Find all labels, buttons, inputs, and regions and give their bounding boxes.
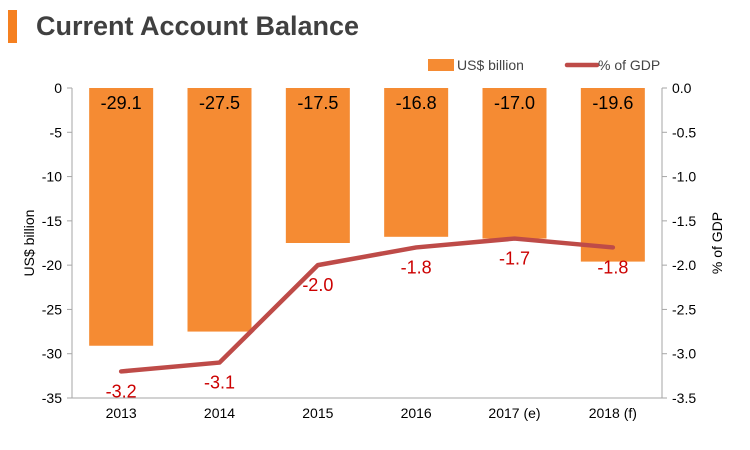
line-point: [120, 370, 122, 372]
line-data-label: -1.8: [597, 257, 628, 277]
y2-tick-label: -0.5: [672, 124, 696, 140]
y-tick-label: -20: [42, 257, 62, 273]
y-tick-label: -15: [42, 213, 62, 229]
legend: US$ billion % of GDP: [428, 57, 660, 73]
x-tick-label: 2015: [302, 405, 333, 421]
line-point: [612, 246, 614, 248]
y2-tick-label: 0.0: [672, 80, 692, 96]
y2-tick-label: -2.0: [672, 257, 696, 273]
x-tick-label: 2013: [106, 405, 137, 421]
line-data-label: -3.1: [204, 373, 235, 393]
bar: [482, 88, 547, 239]
bar: [89, 88, 154, 346]
line-data-label: -1.8: [401, 257, 432, 277]
line-point: [415, 246, 417, 248]
bar-data-label: -19.6: [592, 93, 633, 113]
y2-tick-label: -3.0: [672, 346, 696, 362]
line-point: [219, 362, 220, 364]
bar-series: [89, 88, 645, 346]
y-tick-label: -5: [50, 124, 63, 140]
bar-data-label: -29.1: [101, 93, 142, 113]
x-tick-label: 2016: [401, 405, 432, 421]
bar-data-label: -17.0: [494, 93, 535, 113]
legend-label-line: % of GDP: [598, 57, 660, 73]
y-tick-label: 0: [54, 80, 62, 96]
bar-data-label: -27.5: [199, 93, 240, 113]
legend-label-bar: US$ billion: [457, 57, 524, 73]
y-tick-label: -30: [42, 346, 62, 362]
axes: 0 -5 -10 -15 -20 -25 -30 -35 0.0 -0.5 -1.0 -1.5 -2.0…: [21, 80, 725, 421]
line-point: [514, 238, 515, 240]
y2-tick-label: -2.5: [672, 301, 696, 317]
y-tick-label: -25: [42, 301, 62, 317]
x-tick-label: 2014: [204, 405, 235, 421]
line-data-label: -3.2: [106, 381, 137, 401]
gdp-line: [118, 236, 616, 374]
y-axis-title: US$ billion: [21, 210, 37, 277]
y2-tick-label: -1.5: [672, 213, 696, 229]
x-tick-label: 2017 (e): [488, 405, 540, 421]
bar-data-label: -16.8: [396, 93, 437, 113]
y2-tick-label: -3.5: [672, 390, 696, 406]
y-tick-label: -10: [42, 169, 62, 185]
bar: [580, 88, 645, 262]
y-tick-label: -35: [42, 390, 62, 406]
line-data-label: -2.0: [302, 275, 333, 295]
line-series: [118, 236, 616, 374]
y2-axis-title: % of GDP: [709, 212, 725, 274]
bar-data-label: -17.5: [297, 93, 338, 113]
x-tick-label: 2018 (f): [589, 405, 637, 421]
y2-tick-label: -1.0: [672, 169, 696, 185]
line-data-label: -1.7: [499, 249, 530, 269]
bar: [187, 88, 252, 332]
legend-swatch-bar: [428, 59, 454, 71]
title-accent-bar: [8, 10, 17, 43]
bar: [384, 88, 449, 237]
chart-title: Current Account Balance: [36, 11, 360, 41]
line-labels: -3.2 -3.1 -2.0 -1.8 -1.7 -1.8: [106, 249, 629, 402]
bar-labels: -29.1 -27.5 -17.5 -16.8 -17.0 -19.6: [101, 93, 634, 113]
line-point: [317, 264, 319, 266]
bar: [285, 88, 350, 243]
